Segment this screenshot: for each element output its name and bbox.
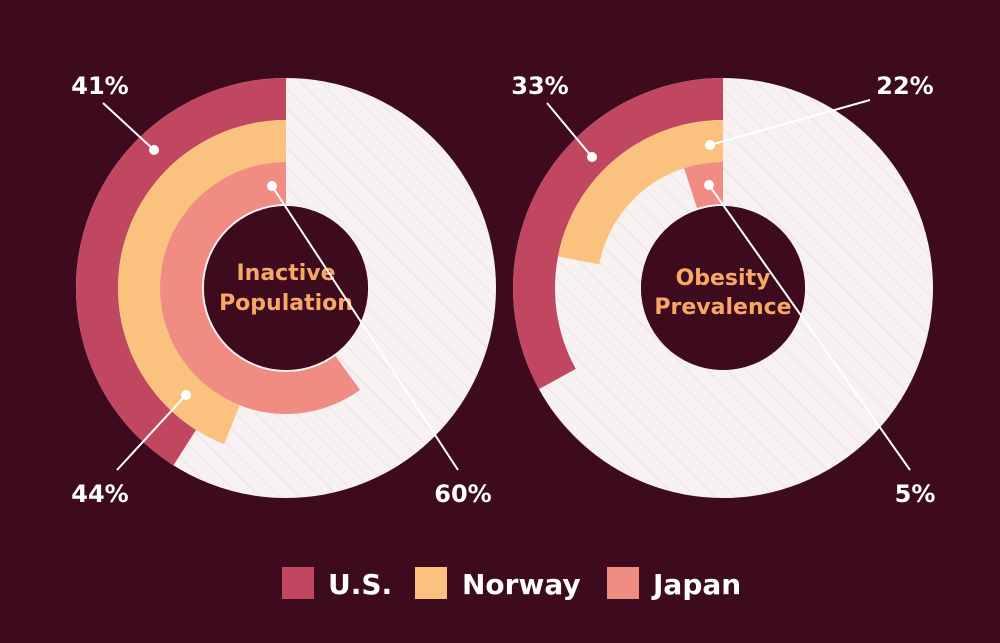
center-label-line-1: Inactive [236, 261, 335, 286]
leader-us [546, 102, 593, 158]
japan-value-label: 60% [434, 480, 491, 508]
obesity-prevalence-chart: Obesity Prevalence 33% 22% 5% [511, 72, 935, 508]
legend-item-us: U.S. [282, 567, 392, 601]
bar-us [512, 78, 723, 390]
legend-swatch-us [282, 567, 314, 599]
leader-dot-us [149, 145, 159, 155]
leader-dot-us [587, 152, 597, 162]
bar-japan [160, 162, 361, 414]
bar-norway [117, 120, 286, 445]
center-hole [641, 206, 805, 370]
leader-us [102, 102, 155, 151]
legend-label-us: U.S. [328, 568, 392, 601]
leader-japan [271, 185, 459, 471]
leader-dot-norway [705, 140, 715, 150]
leader-japan [708, 184, 911, 471]
japan-value-label: 5% [895, 480, 936, 508]
leader-dot-japan [267, 181, 277, 191]
legend-label-japan: Japan [651, 568, 741, 601]
center-label-line-2: Population [219, 291, 353, 316]
inactive-population-chart: Inactive Population 41% 44% 60% [71, 72, 496, 508]
leader-dot-japan [704, 180, 714, 190]
leader-norway [709, 99, 871, 146]
legend-label-norway: Norway [462, 568, 581, 601]
legend-swatch-norway [415, 567, 447, 599]
bar-us [75, 78, 286, 466]
legend-item-norway: Norway [415, 567, 581, 601]
legend-item-japan: Japan [607, 567, 741, 601]
norway-value-label: 22% [876, 72, 933, 100]
bar-norway [557, 120, 723, 265]
center-hole [204, 206, 368, 370]
center-label-line-2: Prevalence [654, 295, 791, 320]
legend-swatch-japan [607, 567, 639, 599]
leader-dot-norway [181, 390, 191, 400]
leader-norway [116, 394, 187, 471]
legend: U.S. Norway Japan [282, 567, 741, 601]
norway-value-label: 44% [71, 480, 128, 508]
center-label-line-1: Obesity [676, 266, 771, 291]
us-value-label: 33% [511, 72, 568, 100]
us-value-label: 41% [71, 72, 128, 100]
bar-japan [684, 162, 723, 209]
